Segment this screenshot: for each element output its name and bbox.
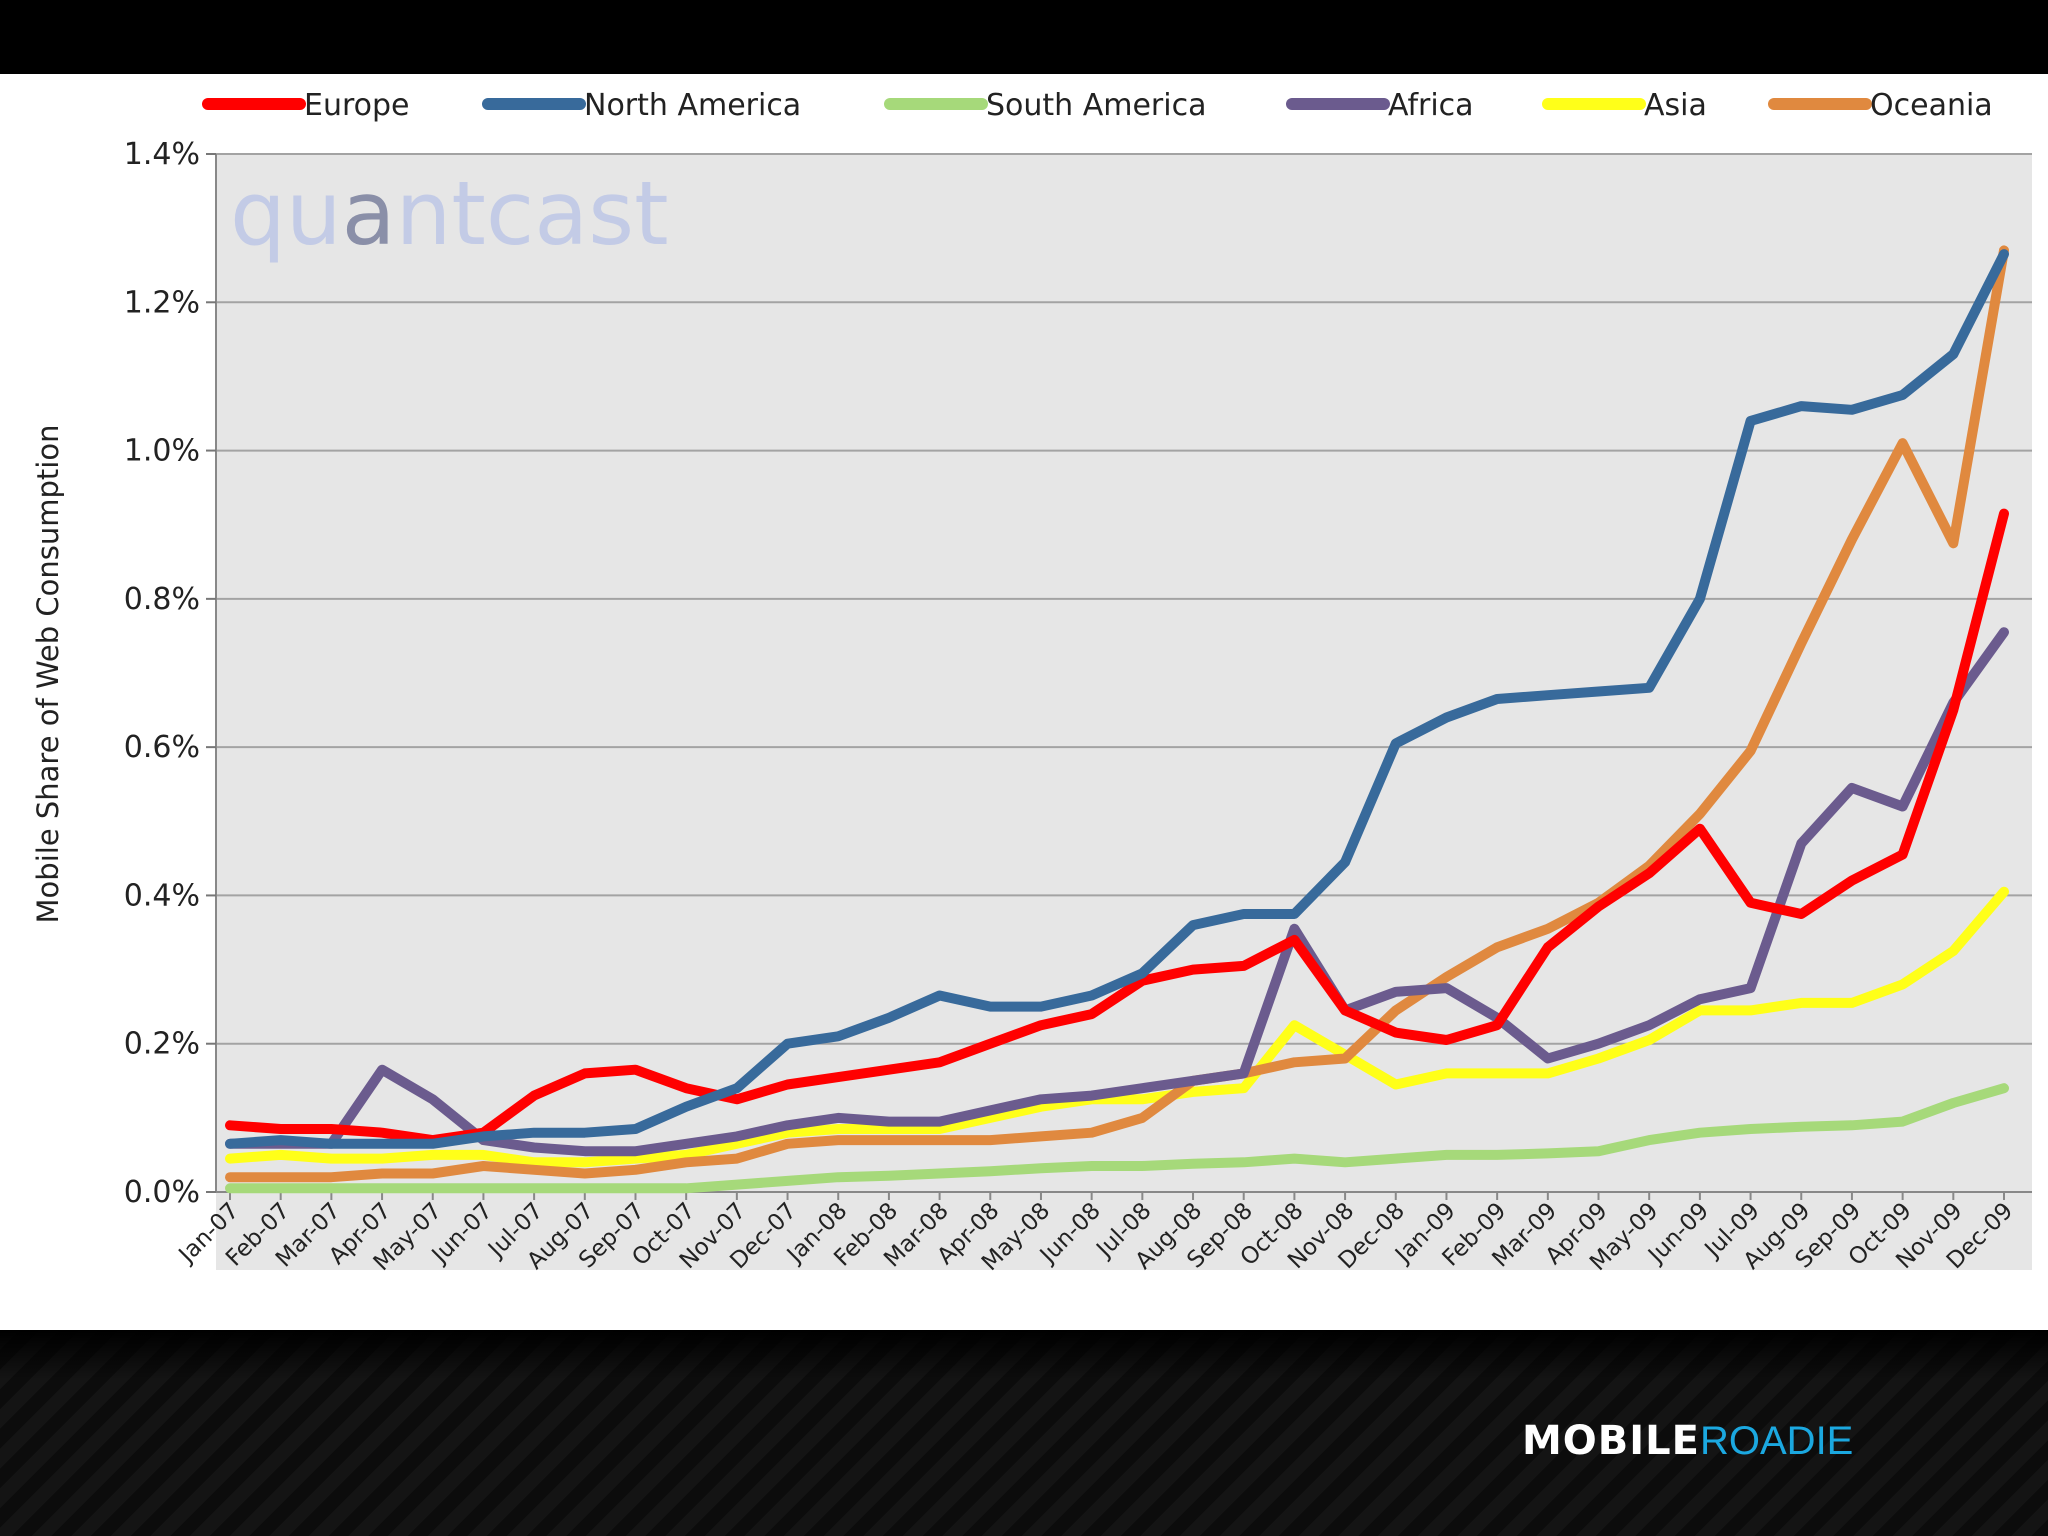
series-line-asia	[225, 886, 2009, 1168]
y-tick-label: 1.4%	[124, 137, 200, 172]
legend-label: North America	[584, 88, 801, 123]
series-line-south-america	[225, 1083, 2009, 1194]
slide-top-bar	[0, 0, 2048, 74]
legend-label: Africa	[1388, 88, 1474, 123]
y-tick-label: 0.6%	[124, 730, 200, 765]
y-tick-label: 1.0%	[124, 434, 200, 469]
y-axis-title: Mobile Share of Web Consumption	[31, 425, 65, 924]
series-line-europe	[225, 508, 2009, 1146]
series-line-north-america	[225, 249, 2009, 1149]
y-tick-label: 0.2%	[124, 1027, 200, 1062]
series-lines	[225, 245, 2009, 1194]
plot-area	[216, 154, 2032, 1270]
series-line-africa	[225, 627, 2009, 1157]
quantcast-watermark: quantcast	[230, 162, 669, 265]
legend-label: Asia	[1644, 88, 1707, 123]
y-tick-label: 0.8%	[124, 582, 200, 617]
line-chart: quantcast 0.0% 0.2% 0.4% 0.6% 0.8% 1.0% 1.2% 1.…	[31, 88, 2032, 1276]
logo-text-thin: ROADIE	[1700, 1419, 1854, 1463]
legend-label: Europe	[304, 88, 410, 123]
y-tick-label: 0.4%	[124, 878, 200, 913]
footer-shade	[0, 1330, 2048, 1380]
mobile-roadie-logo: MOBILEROADIE	[1522, 1418, 1853, 1464]
legend-label: Oceania	[1870, 88, 1993, 123]
chart-panel: quantcast 0.0% 0.2% 0.4% 0.6% 0.8% 1.0% 1.2% 1.…	[0, 74, 2048, 1330]
gridlines	[216, 153, 2032, 1045]
y-tick-label: 1.2%	[124, 285, 200, 320]
series-line-oceania	[225, 245, 2009, 1183]
footer-band: MOBILEROADIE	[0, 1330, 2048, 1536]
legend-label: South America	[986, 88, 1206, 123]
logo-text-bold: MOBILE	[1522, 1418, 1700, 1464]
y-tick-label: 0.0%	[124, 1175, 200, 1210]
legend: Europe North America South America Africa As…	[202, 88, 1993, 123]
y-axis-ticks: 0.0% 0.2% 0.4% 0.6% 0.8% 1.0% 1.2% 1.4%	[124, 137, 216, 1210]
